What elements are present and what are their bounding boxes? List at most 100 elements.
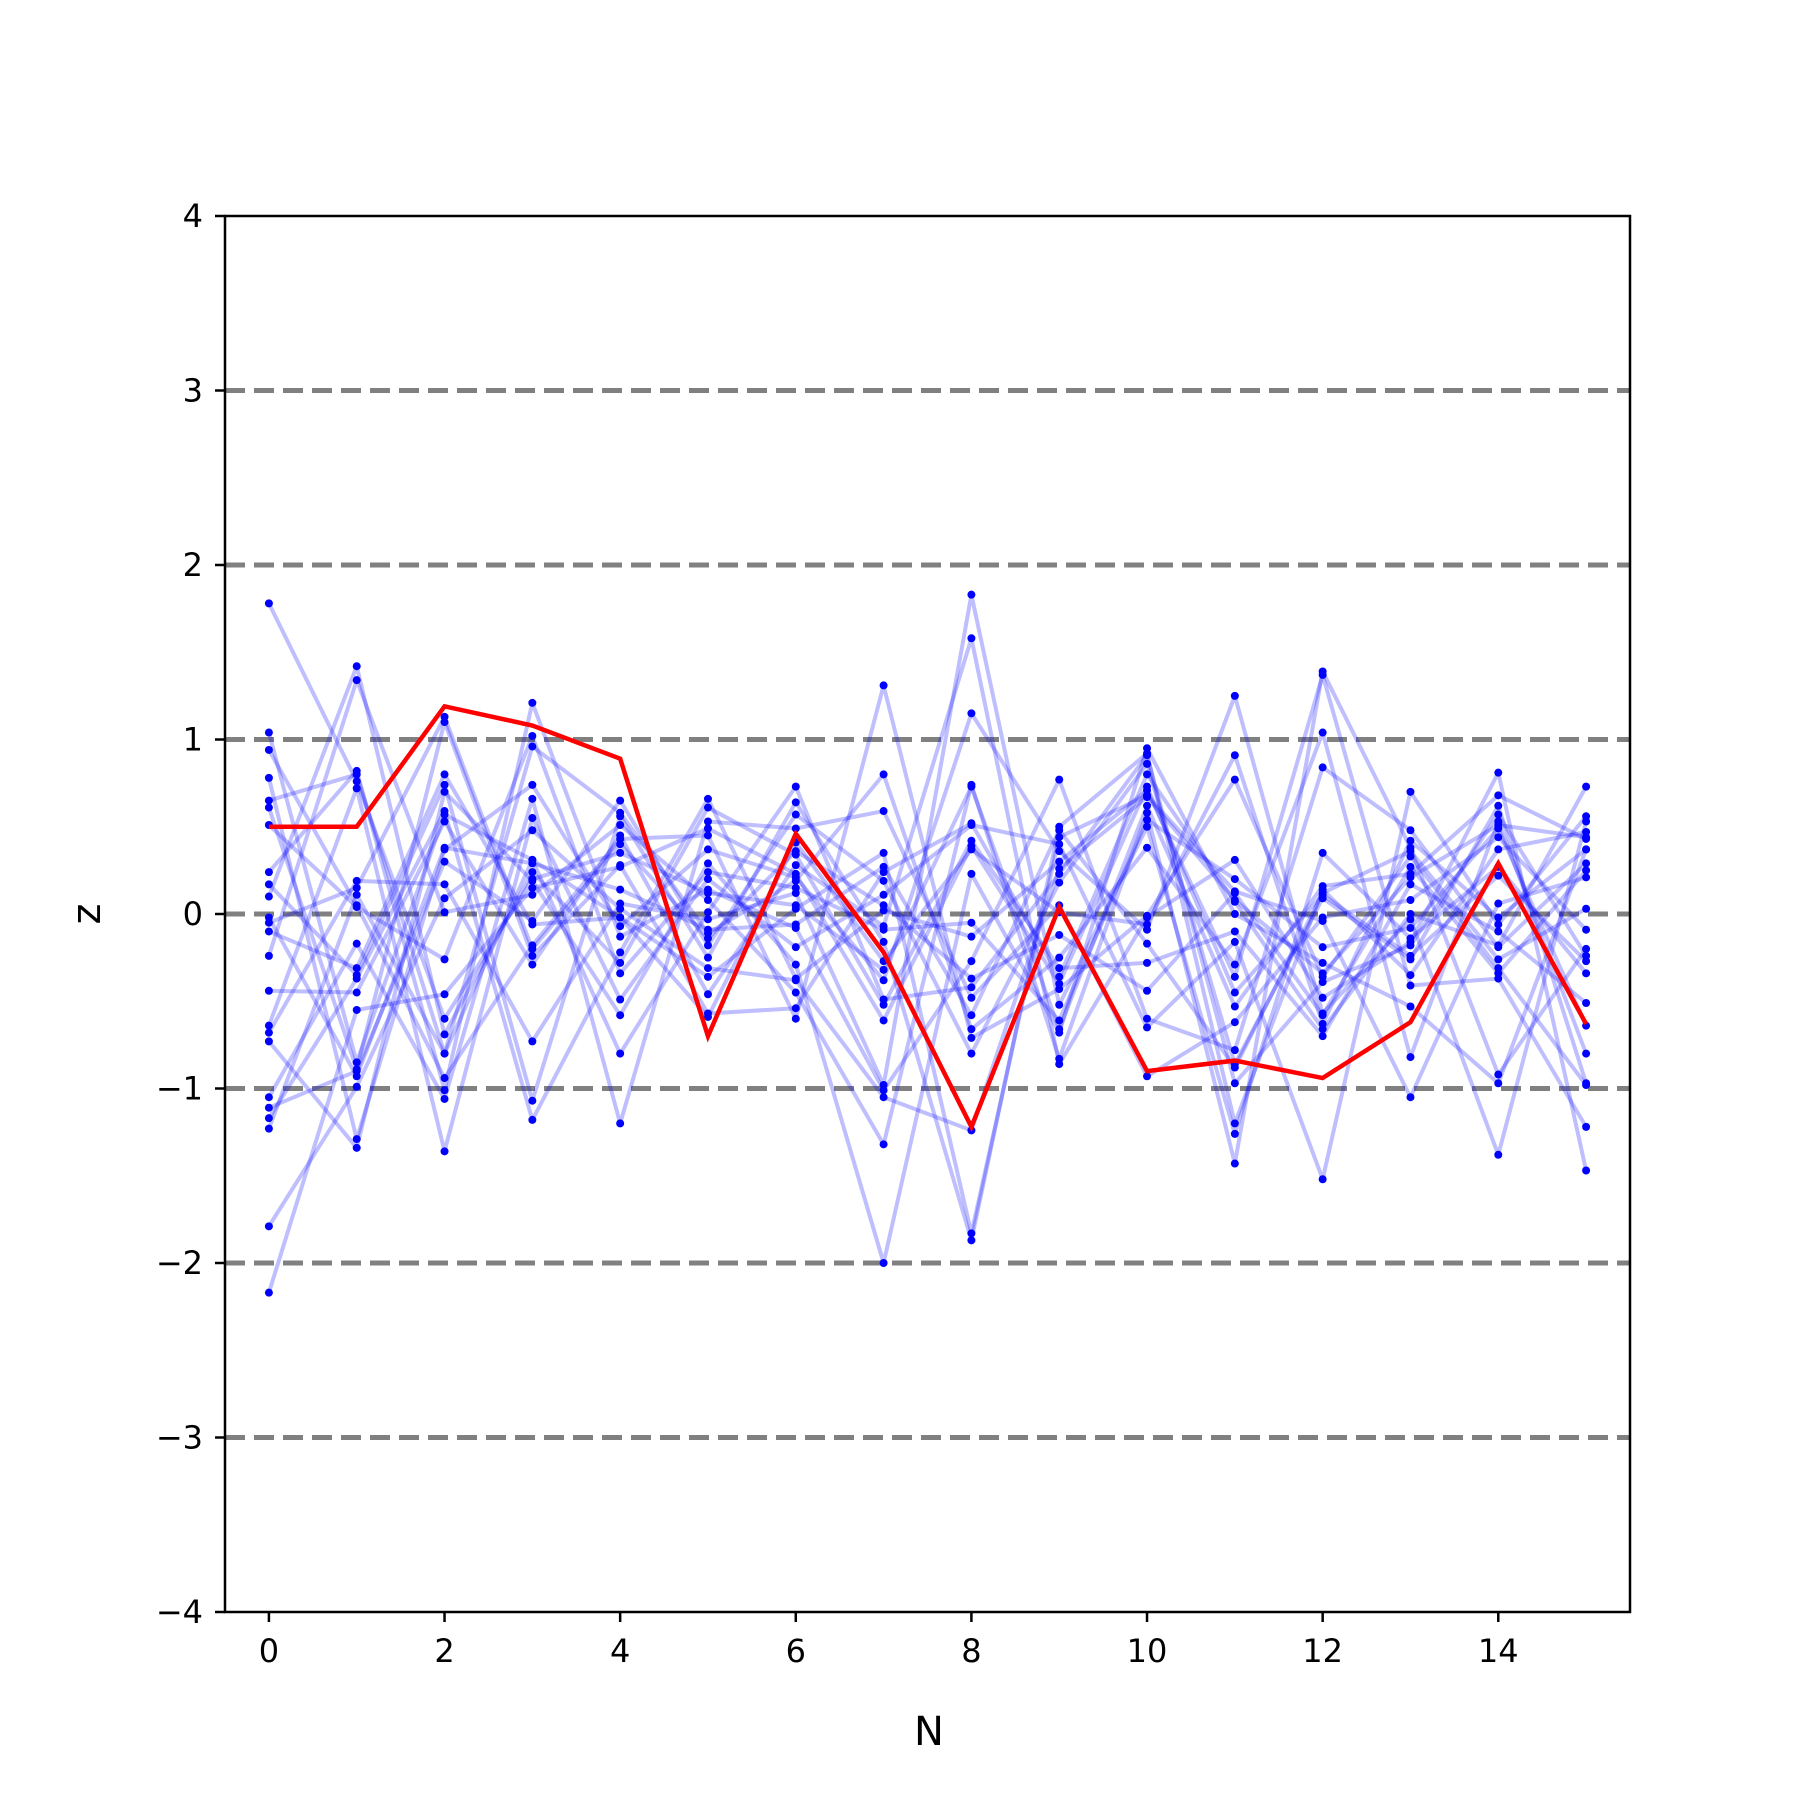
y-tick-label-5: 1 [183, 721, 203, 759]
series-10-point-4 [616, 821, 625, 830]
series-line-15 [267, 796, 1588, 1126]
series-23-point-1 [352, 883, 361, 892]
series-14-point-8 [967, 869, 976, 878]
series-12-point-10 [1143, 1023, 1152, 1032]
series-line-13 [267, 592, 1588, 1136]
series-20-point-15 [1582, 957, 1591, 966]
series-15-point-3 [528, 794, 537, 803]
series-7-point-7 [879, 937, 888, 946]
series-20-point-14 [1494, 871, 1503, 880]
series-18-point-11 [1230, 751, 1239, 760]
series-20-point-10 [1143, 782, 1152, 791]
series-18-point-5 [703, 1012, 712, 1021]
series-19-point-0 [264, 1222, 273, 1231]
series-15-point-8 [967, 993, 976, 1002]
series-17-point-2 [440, 807, 449, 816]
series-16-point-2 [440, 857, 449, 866]
series-10-point-11 [1230, 1159, 1239, 1168]
y-tick-label-2: −2 [156, 1244, 203, 1282]
series-10-point-10 [1143, 808, 1152, 817]
series-13-point-3 [528, 1037, 537, 1046]
series-16-point-6 [791, 810, 800, 819]
series-10-point-2 [440, 908, 449, 917]
series-15-point-2 [440, 1094, 449, 1103]
series-18-point-14 [1494, 913, 1503, 922]
series-21-point-1 [352, 1072, 361, 1081]
series-7-point-8 [967, 1236, 976, 1245]
series-5-point-10 [1143, 770, 1152, 779]
series-23-point-13 [1406, 862, 1415, 871]
x-tick-label-1: 2 [434, 1632, 454, 1670]
series-13-point-0 [264, 1028, 273, 1037]
series-8-point-13 [1406, 880, 1415, 889]
series-23-point-14 [1494, 969, 1503, 978]
series-16-point-9 [1055, 878, 1064, 887]
series-6-point-0 [264, 868, 273, 877]
series-21-point-3 [528, 859, 537, 868]
series-17-point-5 [703, 794, 712, 803]
series-14-point-2 [440, 787, 449, 796]
series-line-17 [267, 672, 1588, 1128]
x-axis-ticks: 0 2 4 6 8 10 12 14 [259, 1612, 1519, 1670]
series-19-point-3 [528, 826, 537, 835]
series-14-point-12 [1318, 958, 1327, 967]
series-0-point-0 [264, 599, 273, 608]
series-23-point-2 [440, 712, 449, 721]
series-16-point-0 [264, 1103, 273, 1112]
series-15-point-7 [879, 807, 888, 816]
series-12-point-12 [1318, 1175, 1327, 1184]
series-14-point-5 [703, 859, 712, 868]
y-axis-ticks: −4 −3 −2 −1 0 1 2 3 4 [156, 197, 225, 1631]
series-3-point-0 [264, 773, 273, 782]
series-1-point-14 [1494, 810, 1503, 819]
series-11-point-6 [791, 861, 800, 870]
series-12-point-8 [967, 821, 976, 830]
x-tick-label-5: 10 [1127, 1632, 1168, 1670]
series-5-point-0 [264, 803, 273, 812]
series-17-point-11 [1230, 972, 1239, 981]
series-11-point-10 [1143, 913, 1152, 922]
series-line-14 [267, 746, 1588, 1265]
series-13-point-12 [1318, 848, 1327, 857]
series-5-point-9 [1055, 972, 1064, 981]
series-line-11 [268, 636, 1589, 1171]
series-6-point-4 [616, 932, 625, 941]
series-16-point-5 [703, 941, 712, 950]
y-tick-label-0: −4 [156, 1593, 203, 1631]
series-22-point-5 [703, 868, 712, 877]
series-23-point-5 [703, 934, 712, 943]
series-9-point-8 [967, 1229, 976, 1238]
series-18-point-0 [264, 1124, 273, 1133]
series-19-point-7 [879, 1093, 888, 1102]
series-line-21 [267, 828, 1588, 1079]
series-11-point-14 [1494, 768, 1503, 777]
series-8-point-0 [264, 892, 273, 901]
series-7-point-3 [528, 1096, 537, 1105]
series-10-point-3 [528, 890, 537, 899]
series-line-8 [267, 664, 1588, 1039]
series-4-point-6 [791, 876, 800, 885]
series-8-point-15 [1582, 998, 1591, 1007]
series-23-point-6 [791, 847, 800, 856]
series-9-point-1 [352, 964, 361, 973]
series-19-point-12 [1318, 969, 1327, 978]
series-4-point-3 [528, 742, 537, 751]
series-11-point-1 [352, 988, 361, 997]
series-20-point-5 [703, 824, 712, 833]
series-6-point-15 [1582, 859, 1591, 868]
series-7-point-6 [791, 798, 800, 807]
series-22-point-10 [1143, 815, 1152, 824]
series-line-18 [267, 753, 1588, 1130]
series-19-point-11 [1230, 896, 1239, 905]
series-19-point-4 [616, 904, 625, 913]
series-23-point-8 [967, 974, 976, 983]
series-9-point-0 [264, 927, 273, 936]
y-axis-label: z [64, 904, 110, 925]
series-21-point-5 [703, 925, 712, 934]
series-4-point-7 [879, 770, 888, 779]
series-11-point-8 [967, 634, 976, 643]
series-0-point-1 [352, 777, 361, 786]
series-line-23 [268, 714, 1588, 1018]
series-16-point-8 [967, 1049, 976, 1058]
